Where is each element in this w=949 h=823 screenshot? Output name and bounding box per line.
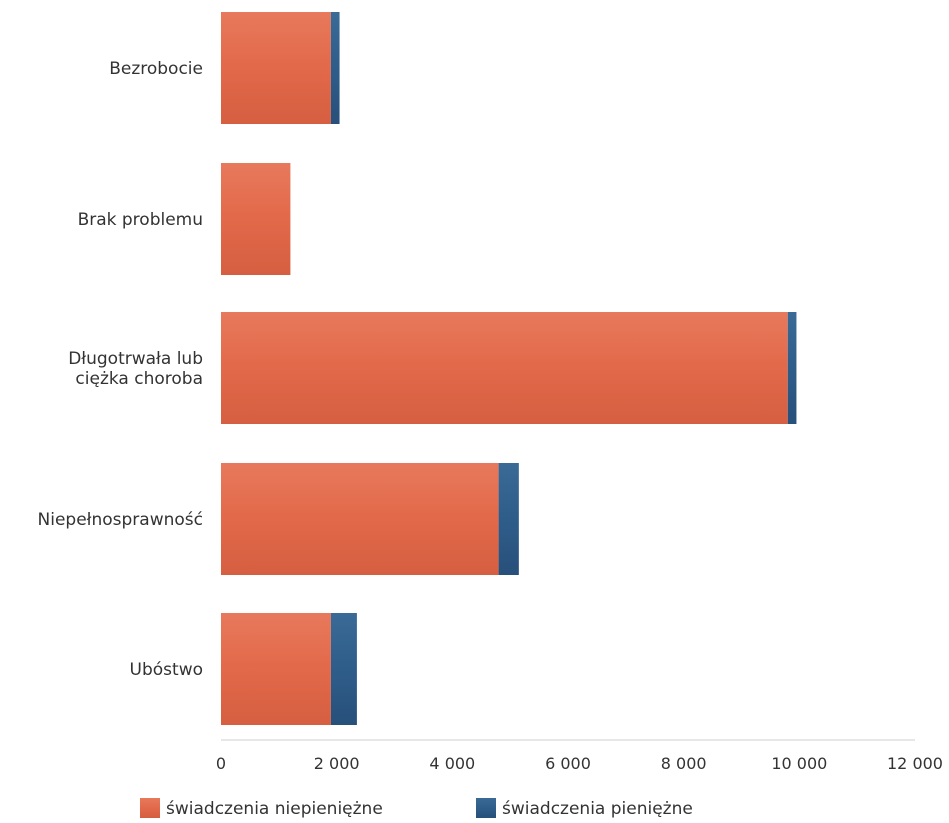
- category-labels: Bezrobocie Brak problemu Długotrwała lub ci…: [38, 59, 204, 680]
- x-tick-label: 12 000: [887, 754, 943, 773]
- bar-segment-series-0: [221, 463, 499, 575]
- x-tick-label: 6 000: [545, 754, 591, 773]
- category-label: Bezrobocie: [109, 59, 203, 79]
- x-tick-label: 10 000: [771, 754, 827, 773]
- bar-segment-series-0: [221, 312, 788, 424]
- legend-swatch: [476, 798, 496, 818]
- category-label: Ubóstwo: [130, 660, 203, 680]
- legend-label: świadczenia pieniężne: [502, 799, 693, 819]
- legend: świadczenia niepieniężne świadczenia pien…: [140, 798, 693, 819]
- bar-segment-series-1: [787, 312, 797, 424]
- bar-segment-series-0: [221, 12, 331, 124]
- legend-label: świadczenia niepieniężne: [166, 799, 383, 819]
- legend-item: świadczenia niepieniężne: [140, 798, 383, 819]
- category-label: Długotrwała lub ciężka choroba: [68, 349, 203, 389]
- category-label: Niepełnosprawność: [38, 510, 204, 530]
- bar-segment-series-0: [221, 163, 291, 275]
- bar-segment-series-1: [330, 12, 340, 124]
- bar-segment-series-1: [498, 463, 519, 575]
- x-tick-label: 4 000: [429, 754, 475, 773]
- category-label: Brak problemu: [78, 210, 203, 230]
- bars: [221, 12, 797, 725]
- x-tick-label: 0: [216, 754, 226, 773]
- legend-item: świadczenia pieniężne: [476, 798, 693, 819]
- x-tick-label: 2 000: [314, 754, 360, 773]
- x-tick-labels: 0 2 000 4 000 6 000 8 000 10 000 12 000: [216, 754, 943, 773]
- x-tick-label: 8 000: [661, 754, 707, 773]
- bar-segment-series-1: [330, 613, 357, 725]
- legend-swatch: [140, 798, 160, 818]
- bar-segment-series-0: [221, 613, 331, 725]
